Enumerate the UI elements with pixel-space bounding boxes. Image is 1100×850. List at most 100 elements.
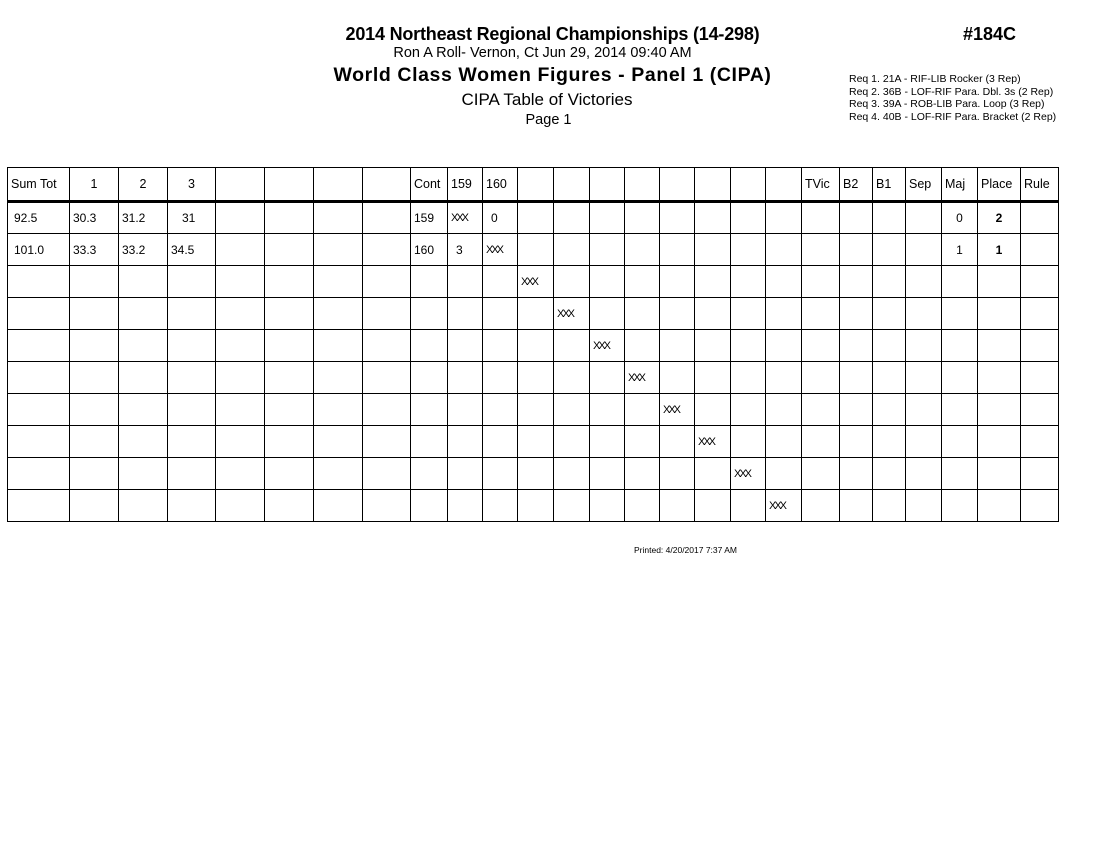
table-cell	[801, 361, 840, 394]
requirements-list: Req 1. 21A - RIF-LIB Rocker (3 Rep) Req …	[849, 73, 1056, 123]
table-cell	[941, 361, 978, 394]
table-cell	[553, 265, 590, 298]
table-cell: 31.2	[118, 201, 168, 234]
table-cell	[362, 489, 411, 522]
column-header: Maj	[941, 167, 978, 203]
table-cell	[7, 329, 70, 362]
table-cell	[553, 201, 590, 234]
table-cell	[694, 265, 731, 298]
table-cell	[447, 329, 483, 362]
table-cell	[313, 393, 363, 426]
table-cell	[872, 329, 906, 362]
column-header	[765, 167, 802, 203]
table-cell	[118, 297, 168, 330]
table-cell	[765, 361, 802, 394]
table-cell	[447, 425, 483, 458]
table-cell	[730, 297, 766, 330]
table-cell	[167, 265, 216, 298]
table-cell	[872, 457, 906, 490]
table-cell	[872, 297, 906, 330]
table-cell	[872, 201, 906, 234]
table-cell	[313, 457, 363, 490]
table-cell	[69, 329, 119, 362]
table-cell	[447, 393, 483, 426]
table-cell	[410, 361, 448, 394]
table-cell	[624, 201, 660, 234]
page-number: Page 1	[525, 112, 572, 128]
table-cell	[905, 329, 942, 362]
table-cell	[362, 265, 411, 298]
table-cell	[517, 329, 554, 362]
table-cell	[553, 457, 590, 490]
table-cell	[167, 329, 216, 362]
column-header: 2	[118, 167, 168, 203]
table-cell	[362, 233, 411, 266]
table-row: 101.0 33.3 33.2 34.5 160 3 XXX 1 1	[7, 233, 1059, 266]
self-comparison-cell: XXX	[482, 233, 518, 266]
table-cell	[215, 233, 265, 266]
table-cell	[264, 361, 314, 394]
self-comparison-cell: XXX	[624, 361, 660, 394]
table-cell	[801, 265, 840, 298]
table-cell	[553, 489, 590, 522]
table-cell	[313, 329, 363, 362]
table-cell	[313, 265, 363, 298]
column-header: 160	[482, 167, 518, 203]
table-cell	[447, 489, 483, 522]
table-cell	[264, 329, 314, 362]
table-cell	[801, 425, 840, 458]
table-cell	[410, 425, 448, 458]
column-header	[517, 167, 554, 203]
table-cell	[517, 361, 554, 394]
table-cell	[69, 457, 119, 490]
table-cell	[589, 393, 625, 426]
table-cell	[694, 457, 731, 490]
table-cell	[7, 265, 70, 298]
table-cell	[905, 265, 942, 298]
table-cell	[839, 457, 873, 490]
table-cell	[905, 489, 942, 522]
table-cell	[264, 489, 314, 522]
table-cell	[410, 297, 448, 330]
table-cell	[941, 297, 978, 330]
table-cell	[482, 457, 518, 490]
table-cell	[694, 361, 731, 394]
event-number: #184C	[963, 24, 1017, 44]
table-cell	[801, 201, 840, 234]
table-cell: 1	[941, 233, 978, 266]
table-cell	[264, 297, 314, 330]
column-header: B1	[872, 167, 906, 203]
table-cell	[765, 425, 802, 458]
table-row: XXX	[7, 297, 1059, 330]
table-cell	[589, 233, 625, 266]
table-row: XXX	[7, 457, 1059, 490]
requirement: Req 3. 39A - ROB-LIB Para. Loop (3 Rep)	[849, 98, 1045, 111]
table-cell	[517, 457, 554, 490]
self-comparison-cell: XXX	[517, 265, 554, 298]
table-cell	[941, 457, 978, 490]
table-cell	[659, 489, 695, 522]
table-cell	[801, 233, 840, 266]
column-header	[362, 167, 411, 203]
table-cell	[264, 201, 314, 234]
table-cell	[941, 329, 978, 362]
table-cell	[730, 425, 766, 458]
table-cell	[659, 457, 695, 490]
table-cell: 31	[167, 201, 216, 234]
table-cell	[167, 297, 216, 330]
table-cell	[482, 265, 518, 298]
table-cell	[410, 489, 448, 522]
table-cell	[1020, 233, 1059, 266]
table-cell: 2	[977, 201, 1021, 234]
table-cell	[694, 201, 731, 234]
table-cell	[313, 297, 363, 330]
table-cell	[362, 393, 411, 426]
event-title: World Class Women Figures - Panel 1 (CIP…	[333, 64, 772, 86]
table-cell	[69, 393, 119, 426]
table-cell	[215, 457, 265, 490]
column-header	[589, 167, 625, 203]
table-cell	[264, 457, 314, 490]
table-cell	[977, 393, 1021, 426]
column-header	[659, 167, 695, 203]
self-comparison-cell: XXX	[553, 297, 590, 330]
